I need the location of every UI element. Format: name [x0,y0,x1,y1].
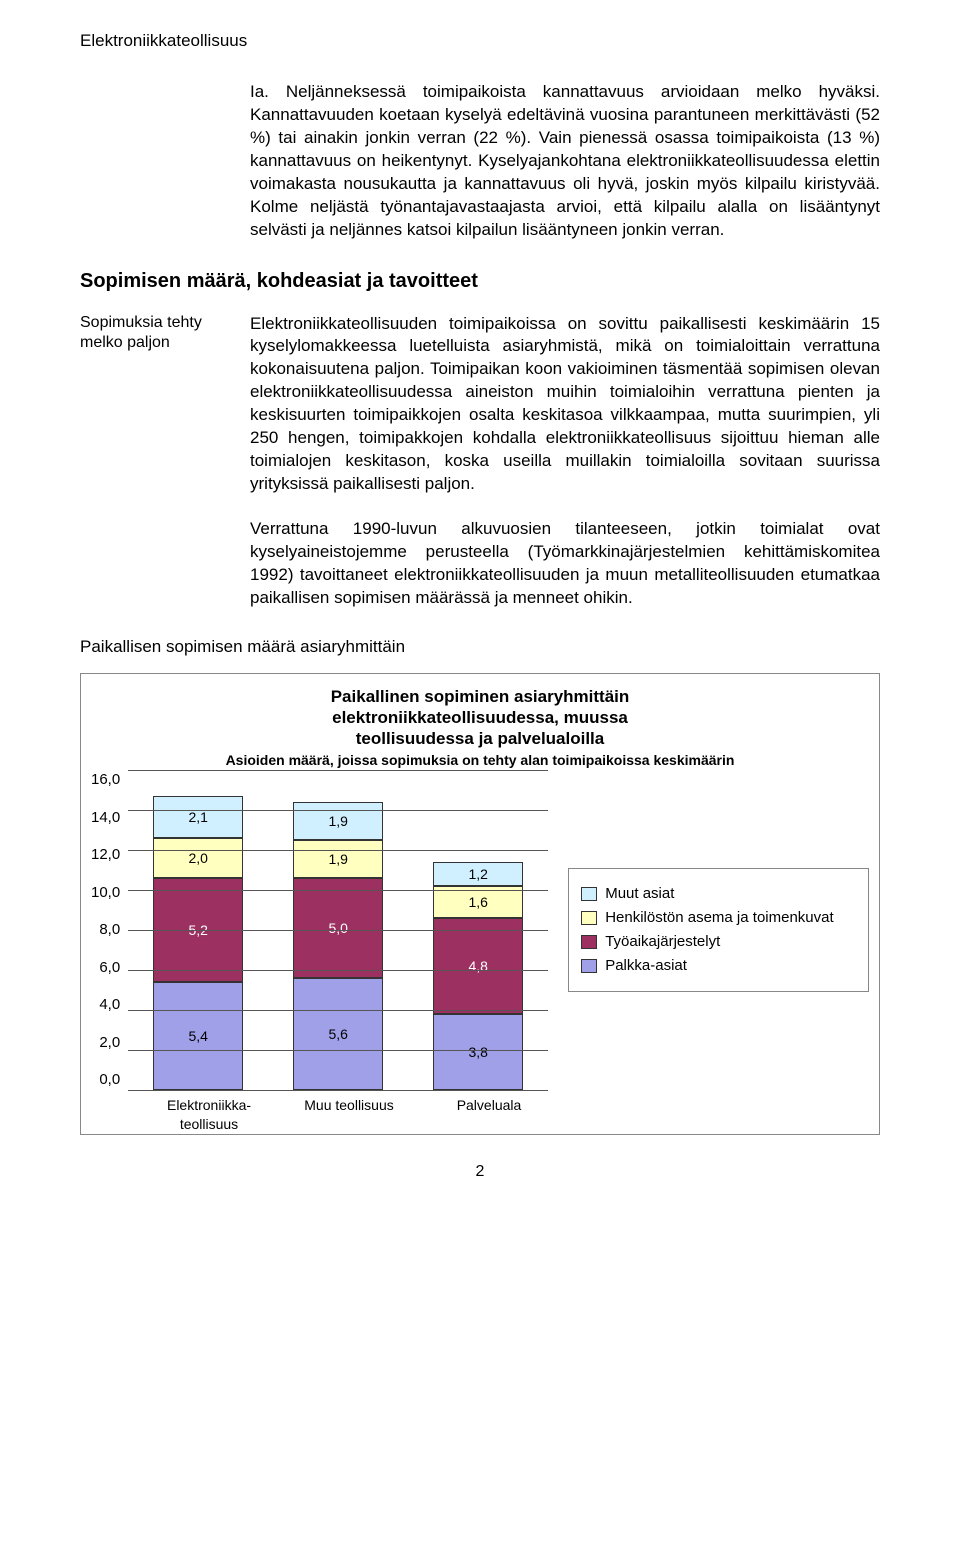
chart-bar-segment: 5,6 [293,978,383,1090]
chart-plot-area: 5,45,22,02,15,65,01,91,93,84,81,61,2 [128,770,548,1090]
chart-legend-item: Muut asiat [581,885,856,903]
chart-y-tick: 14,0 [91,808,120,828]
chart-legend-label: Työaikajärjestelyt [605,933,720,951]
chart-bar-segment: 2,0 [153,838,243,878]
page-header: Elektroniikkateollisuus [80,30,880,53]
side-row-1: Sopimuksia tehty melko paljon Elektronii… [80,313,880,497]
chart-gridline [128,850,548,851]
chart-title: Paikallinen sopiminen asiaryhmittäin ele… [91,686,869,750]
chart-bar-segment: 3,8 [433,1014,523,1090]
chart-legend-column: Muut asiat Henkilöstön asema ja toimenkuv… [548,770,869,1090]
chart-y-tick: 2,0 [99,1033,120,1053]
chart-y-tick: 4,0 [99,995,120,1015]
chart-y-tick: 16,0 [91,770,120,790]
chart-legend-swatch [581,959,597,973]
chart-gridline [128,810,548,811]
chart-gridline [128,1010,548,1011]
chart-y-tick: 12,0 [91,845,120,865]
chart-gridline [128,970,548,971]
chart-gridline [128,770,548,771]
chart-gridline [128,1050,548,1051]
margin-label-sopimuksia: Sopimuksia tehty melko paljon [80,313,232,497]
chart-bar-segment: 1,9 [293,840,383,878]
chart-title-line3: teollisuudessa ja palvelualoilla [91,728,869,749]
chart-bar-column: 5,45,22,02,1 [153,796,243,1090]
paragraph-3: Verrattuna 1990-luvun alkuvuosien tilant… [250,518,880,610]
chart-legend-swatch [581,911,597,925]
chart-x-label: Muu teollisuus [294,1096,404,1134]
chart-x-axis: Elektroniikka-teollisuus Muu teollisuus Pa… [139,1090,559,1134]
page-number: 2 [80,1161,880,1183]
chart-y-tick: 10,0 [91,883,120,903]
chart-legend-label: Henkilöstön asema ja toimenkuvat [605,909,833,927]
chart-y-axis: 16,0 14,0 12,0 10,0 8,0 6,0 4,0 2,0 0,0 [91,770,128,1090]
chart-bar-segment: 2,1 [153,796,243,838]
chart-legend: Muut asiat Henkilöstön asema ja toimenkuv… [568,868,869,992]
chart-gridline [128,930,548,931]
chart-legend-label: Palkka-asiat [605,957,687,975]
chart-bar-column: 3,84,81,61,2 [433,862,523,1090]
chart-bar-column: 5,65,01,91,9 [293,802,383,1090]
section-heading-sopimisen: Sopimisen määrä, kohdeasiat ja tavoittee… [80,268,880,295]
chart-legend-item: Henkilöstön asema ja toimenkuvat [581,909,856,927]
chart-bar-segment: 5,4 [153,982,243,1090]
chart-y-tick: 6,0 [99,958,120,978]
chart-bar-segment: 1,2 [433,862,523,886]
chart-title-line1: Paikallinen sopiminen asiaryhmittäin [91,686,869,707]
chart-legend-swatch [581,887,597,901]
chart-bar-segment: 4,8 [433,918,523,1014]
chart-y-tick: 0,0 [99,1070,120,1090]
chart-bar-segment: 1,9 [293,802,383,840]
chart-section-heading: Paikallisen sopimisen määrä asiaryhmittä… [80,636,880,659]
chart-x-label: Elektroniikka-teollisuus [154,1096,264,1134]
chart-legend-swatch [581,935,597,949]
paragraph-1: Ia. Neljänneksessä toimipaikoista kannat… [250,81,880,242]
chart-legend-item: Työaikajärjestelyt [581,933,856,951]
chart-x-label: Palveluala [434,1096,544,1134]
chart-subtitle: Asioiden määrä, joissa sopimuksia on teh… [91,751,869,770]
chart-body: 16,0 14,0 12,0 10,0 8,0 6,0 4,0 2,0 0,0 5,45,22,… [91,770,869,1090]
chart-container: Paikallinen sopiminen asiaryhmittäin ele… [80,673,880,1135]
chart-legend-item: Palkka-asiat [581,957,856,975]
chart-gridline [128,1090,548,1091]
chart-gridline [128,890,548,891]
chart-y-tick: 8,0 [99,920,120,940]
chart-legend-label: Muut asiat [605,885,674,903]
chart-bar-segment: 5,0 [293,878,383,978]
paragraph-2: Elektroniikkateollisuuden toimipaikoissa… [250,313,880,497]
chart-title-line2: elektroniikkateollisuudessa, muussa [91,707,869,728]
